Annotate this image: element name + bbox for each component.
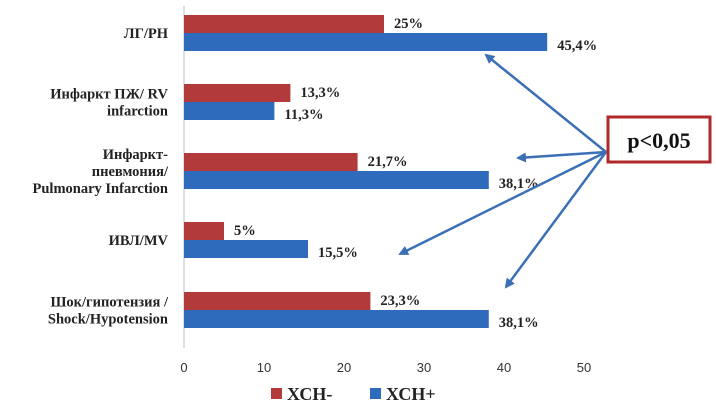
data-label: 23,3%: [380, 293, 420, 309]
annotation-arrow: [516, 150, 607, 163]
x-tick-label: 20: [337, 360, 351, 375]
data-label: 38,1%: [499, 315, 539, 331]
p-value-label: p<0,05: [627, 128, 690, 153]
data-label: 21,7%: [368, 154, 408, 170]
category-label: Инфаркт-пневмония/Pulmonary Infarction: [33, 147, 169, 197]
data-label: 11,3%: [284, 107, 323, 123]
bar-chf-positive: [184, 33, 548, 51]
bar-chf-negative: [184, 153, 358, 171]
bar-chf-negative: [184, 292, 371, 310]
legend-label: ХСН+: [386, 384, 436, 404]
x-tick-label: 10: [257, 360, 271, 375]
data-label: 5%: [234, 223, 256, 239]
annotation: p<0,05: [398, 53, 712, 289]
category-label: ИВЛ/MV: [109, 233, 169, 249]
x-tick-label: 30: [417, 360, 431, 375]
bar-chf-negative: [184, 15, 384, 33]
category-label: Инфаркт ПЖ/ RV infarction: [50, 87, 168, 120]
bar-chf-negative: [184, 84, 291, 102]
annotation-arrow: [398, 150, 607, 256]
bar-chf-positive: [184, 310, 489, 328]
x-tick-label: 50: [577, 360, 591, 375]
data-label: 38,1%: [499, 176, 539, 192]
data-label: 13,3%: [300, 85, 340, 101]
annotation-arrow: [484, 53, 607, 153]
data-label: 25%: [394, 16, 423, 32]
x-tick-label: 40: [497, 360, 511, 375]
legend: ХСН- ХСН+: [271, 384, 436, 404]
annotation-arrow: [504, 151, 608, 289]
data-label: 15,5%: [318, 245, 358, 261]
legend-swatch: [370, 388, 381, 399]
legend-swatch: [271, 388, 282, 399]
x-tick-label: 0: [180, 360, 187, 375]
bar-chf-negative: [184, 222, 224, 240]
category-label: Шок/гипотензия / Shock/Hypotension: [48, 295, 169, 328]
legend-label: ХСН-: [287, 384, 332, 404]
category-label: ЛГ/PH: [124, 26, 169, 42]
data-label: 45,4%: [557, 38, 597, 54]
bar-chf-positive: [184, 240, 308, 258]
bar-chf-positive: [184, 102, 275, 120]
bars: [184, 15, 548, 328]
bar-chf-positive: [184, 171, 489, 189]
labels: ЛГ/PH Инфаркт ПЖ/ RV infarction Инфаркт-пне…: [33, 16, 598, 331]
p-value-box: [606, 115, 712, 164]
